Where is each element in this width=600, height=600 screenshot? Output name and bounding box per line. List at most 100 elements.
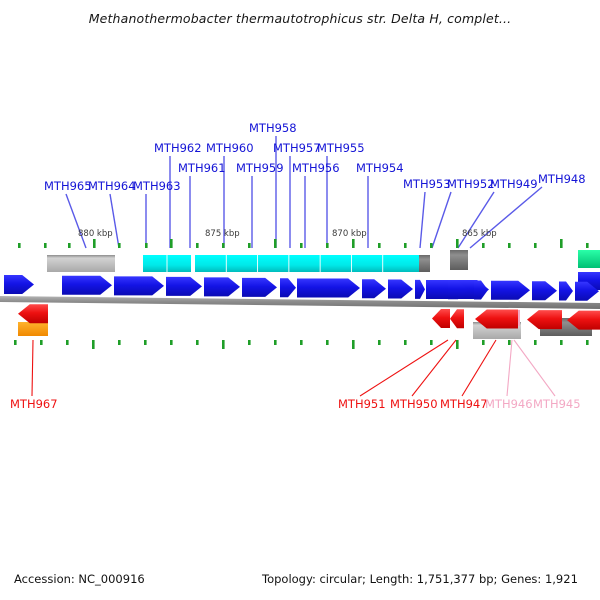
tick-mark <box>430 243 433 248</box>
forward-gene-arrow[interactable] <box>388 279 413 299</box>
tick-mark <box>222 340 225 349</box>
tick-mark <box>378 243 381 248</box>
gene-label-MTH956[interactable]: MTH956 <box>292 161 340 175</box>
gene-label-MTH959[interactable]: MTH959 <box>236 161 284 175</box>
forward-gene-arrow[interactable] <box>166 276 202 296</box>
forward-gene-arrow[interactable] <box>114 276 164 296</box>
tick-mark <box>40 340 43 345</box>
gene-label-MTH962[interactable]: MTH962 <box>154 141 202 155</box>
gene-label-MTH960[interactable]: MTH960 <box>206 141 254 155</box>
gene-label-MTH958[interactable]: MTH958 <box>249 121 297 135</box>
orange-bar[interactable] <box>18 322 48 336</box>
scale-label: 870 kbp <box>332 229 367 239</box>
forward-gene-arrow[interactable] <box>532 281 557 301</box>
gene-leader-line <box>513 339 556 397</box>
gene-label-MTH948[interactable]: MTH948 <box>538 172 586 186</box>
forward-gene-arrow[interactable] <box>204 277 240 297</box>
tick-mark <box>274 340 277 345</box>
reverse-gene-arrow[interactable] <box>18 304 48 324</box>
gene-label-MTH955[interactable]: MTH955 <box>317 141 365 155</box>
gene-label-MTH957[interactable]: MTH957 <box>273 141 321 155</box>
gene-leader-line <box>469 186 543 249</box>
mrna-end-cap <box>419 255 430 272</box>
gene-label-MTH950[interactable]: MTH950 <box>390 397 438 411</box>
mrna-feature-bars[interactable] <box>143 255 430 272</box>
mrna-bar[interactable] <box>195 255 414 272</box>
forward-gene-arrow[interactable] <box>575 281 599 301</box>
gene-leader-line <box>431 191 452 249</box>
reverse-gene-arrow[interactable] <box>450 309 464 329</box>
tick-mark <box>18 243 21 248</box>
tick-mark <box>456 239 459 248</box>
tick-mark <box>144 340 147 345</box>
tick-mark <box>326 243 329 248</box>
tick-mark <box>534 243 537 248</box>
gene-label-MTH967[interactable]: MTH967 <box>10 397 58 411</box>
tick-mark <box>534 340 537 345</box>
genome-stats-text: Topology: circular; Length: 1,751,377 bp… <box>262 572 578 586</box>
tick-mark <box>456 340 459 349</box>
tick-mark <box>560 239 563 248</box>
tick-mark <box>300 340 303 345</box>
scale-label: 880 kbp <box>78 229 113 239</box>
tick-mark <box>92 340 95 349</box>
reverse-gene-arrow[interactable] <box>567 310 600 330</box>
tick-mark <box>508 243 511 248</box>
gene-label-MTH963[interactable]: MTH963 <box>133 179 181 193</box>
gene-leader-line <box>31 339 34 397</box>
tick-mark <box>326 340 329 345</box>
gene-label-MTH945[interactable]: MTH945 <box>533 397 581 411</box>
forward-gene-arrow[interactable] <box>242 277 277 297</box>
tick-mark <box>196 340 199 345</box>
forward-gene-arrow[interactable] <box>448 280 468 300</box>
gene-label-MTH953[interactable]: MTH953 <box>403 177 451 191</box>
gene-label-MTH951[interactable]: MTH951 <box>338 397 386 411</box>
forward-gene-arrow[interactable] <box>362 279 386 299</box>
top-leader-lines <box>65 136 543 249</box>
tick-mark <box>482 340 485 345</box>
forward-gene-arrow[interactable] <box>474 280 488 300</box>
tick-mark <box>404 340 407 345</box>
forward-strand-genes[interactable] <box>4 275 599 301</box>
forward-gene-arrow[interactable] <box>280 278 296 298</box>
forward-gene-arrow[interactable] <box>491 280 530 300</box>
tick-mark <box>248 340 251 345</box>
gene-label-MTH949[interactable]: MTH949 <box>490 177 538 191</box>
forward-gene-arrow[interactable] <box>559 281 573 301</box>
gene-label-MTH947[interactable]: MTH947 <box>440 397 488 411</box>
tick-mark <box>508 340 511 345</box>
gene-leader-line <box>109 193 120 249</box>
reverse-strand-genes[interactable] <box>18 304 600 330</box>
cds-bar[interactable] <box>450 250 468 270</box>
gene-label-MTH964[interactable]: MTH964 <box>88 179 136 193</box>
tick-mark <box>404 243 407 248</box>
gene-label-MTH946[interactable]: MTH946 <box>485 397 533 411</box>
gene-leader-line <box>506 339 513 397</box>
gene-label-MTH961[interactable]: MTH961 <box>178 161 226 175</box>
gene-leader-line <box>457 191 495 249</box>
tick-mark <box>274 239 277 248</box>
forward-gene-arrow[interactable] <box>415 279 425 299</box>
forward-gene-arrow[interactable] <box>297 278 360 298</box>
reverse-gene-arrow[interactable] <box>475 309 518 329</box>
tick-mark <box>378 340 381 345</box>
gene-label-MTH954[interactable]: MTH954 <box>356 161 404 175</box>
gene-label-MTH952[interactable]: MTH952 <box>447 177 495 191</box>
green-block[interactable] <box>578 250 600 268</box>
reverse-gene-arrow[interactable] <box>527 310 562 330</box>
tick-mark <box>586 243 589 248</box>
tick-mark <box>68 243 71 248</box>
tick-mark <box>352 239 355 248</box>
reverse-gene-arrow[interactable] <box>432 309 450 329</box>
cds-bar[interactable] <box>47 255 115 272</box>
gene-leader-line <box>411 339 457 397</box>
gene-label-MTH965[interactable]: MTH965 <box>44 179 92 193</box>
forward-gene-arrow[interactable] <box>62 275 112 295</box>
tick-mark <box>93 239 96 248</box>
forward-gene-arrow[interactable] <box>4 275 34 295</box>
bottom-tick-row <box>14 340 589 349</box>
